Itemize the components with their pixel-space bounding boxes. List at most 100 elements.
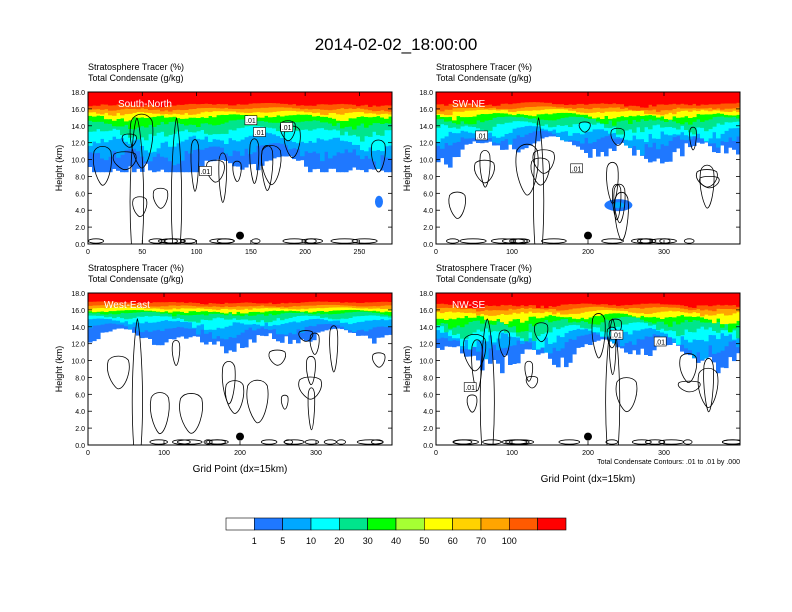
tracer-cell xyxy=(260,293,265,304)
tracer-cell xyxy=(200,92,205,104)
colorbar-box xyxy=(225,517,255,531)
tracer-cell xyxy=(324,293,329,302)
tracer-cell xyxy=(156,293,161,303)
colorbar-label: 1 xyxy=(252,536,257,546)
tracer-cell xyxy=(552,92,557,105)
tracer-band-9 xyxy=(436,293,740,309)
contour-line xyxy=(132,196,148,218)
contour-line xyxy=(695,169,718,188)
tracer-cell xyxy=(608,293,613,306)
tracer-cell xyxy=(252,92,257,104)
x-tick-label: 0 xyxy=(434,450,438,457)
tracer-cell xyxy=(500,293,505,305)
x-tick-label: 0 xyxy=(86,450,90,457)
tracer-cell xyxy=(608,92,613,105)
tracer-cell xyxy=(588,293,593,304)
tracer-cell xyxy=(648,293,653,304)
tracer-cell xyxy=(212,293,217,304)
tracer-cell xyxy=(536,92,541,103)
tracer-cell xyxy=(224,293,229,303)
tracer-cell xyxy=(668,293,673,305)
tracer-cell xyxy=(128,92,133,105)
x-tick-label: 300 xyxy=(310,450,322,457)
tracer-cell xyxy=(176,92,181,105)
tracer-cell xyxy=(272,92,277,104)
tracer-cell xyxy=(732,92,737,104)
tracer-cell xyxy=(164,92,169,106)
contour-line xyxy=(268,349,286,366)
tracer-cell xyxy=(380,92,385,106)
tracer-cell xyxy=(284,92,289,104)
tracer-cell xyxy=(588,92,593,104)
x-tick-label: 100 xyxy=(506,450,518,457)
tracer-cell xyxy=(624,293,629,305)
tracer-cell xyxy=(596,293,601,305)
colorbar-box xyxy=(310,517,340,531)
tracer-cell xyxy=(496,92,501,106)
y-tick-label: 14.0 xyxy=(419,325,433,332)
tracer-cell xyxy=(696,293,701,306)
contour-line xyxy=(689,126,697,151)
tracer-cell xyxy=(240,293,245,303)
location-marker xyxy=(584,231,592,240)
tracer-cell xyxy=(644,92,649,108)
tracer-cell xyxy=(232,293,237,304)
tracer-cell xyxy=(460,293,465,308)
tracer-cell xyxy=(112,293,117,302)
tracer-cell xyxy=(528,293,533,305)
tracer-cell xyxy=(196,92,201,105)
tracer-cell xyxy=(316,92,321,105)
tracer-cell xyxy=(628,293,633,306)
panel-title: Stratosphere Tracer (%) xyxy=(436,263,532,273)
tracer-cell xyxy=(488,293,493,306)
tracer-cell xyxy=(264,293,269,304)
tracer-cell xyxy=(660,293,665,305)
tracer-cell xyxy=(688,92,693,106)
tracer-cell xyxy=(312,92,317,106)
contour-label-box xyxy=(253,127,266,137)
tracer-cell xyxy=(236,293,241,303)
tracer-cell xyxy=(144,293,149,303)
tracer-cell xyxy=(164,293,169,303)
contour-line xyxy=(121,133,137,148)
tracer-cell xyxy=(472,92,477,105)
colorbar-box xyxy=(338,517,368,531)
tracer-cell xyxy=(548,92,553,103)
tracer-cell xyxy=(716,92,721,105)
y-axis-label: Height (km) xyxy=(54,346,64,393)
tracer-cell xyxy=(628,92,633,106)
y-tick-label: 14.0 xyxy=(419,124,433,131)
tracer-cell xyxy=(104,293,109,302)
contour-low-cloud xyxy=(157,238,186,244)
tracer-cell xyxy=(316,293,321,302)
tracer-cell xyxy=(356,92,361,107)
tracer-cell xyxy=(684,92,689,105)
tracer-cell xyxy=(464,293,469,306)
tracer-cell xyxy=(564,92,569,105)
tracer-cell xyxy=(300,293,305,303)
tracer-cell xyxy=(304,293,309,303)
y-tick-label: 6.0 xyxy=(75,191,85,198)
colorbar-label: 20 xyxy=(334,536,344,546)
panel-subtitle: Total Condensate (g/kg) xyxy=(88,274,184,284)
tracer-cell xyxy=(268,293,273,303)
tracer-cell xyxy=(512,293,517,306)
plot-area: West-East xyxy=(88,293,392,445)
y-tick-label: 0.0 xyxy=(423,443,433,450)
tracer-cell xyxy=(652,92,657,107)
y-tick-label: 12.0 xyxy=(419,141,433,148)
y-tick-label: 2.0 xyxy=(75,426,85,433)
contour-low-cloud xyxy=(630,238,654,244)
tracer-cell xyxy=(236,92,241,105)
panel-2: .01 .01 SW-NE Stratosphere Tracer (%)Total … xyxy=(402,62,741,256)
tracer-cell xyxy=(224,92,229,105)
colorbar-box xyxy=(508,517,538,531)
contour-line xyxy=(221,360,236,405)
contour-footnote: Total Condensate Contours: .01 to .01 by… xyxy=(597,459,740,466)
tracer-cell xyxy=(96,92,101,106)
colorbar-box xyxy=(423,517,453,531)
y-tick-label: 16.0 xyxy=(71,308,85,315)
tracer-cell xyxy=(464,92,469,104)
colorbar-box xyxy=(537,517,567,531)
tracer-cell xyxy=(736,293,740,307)
